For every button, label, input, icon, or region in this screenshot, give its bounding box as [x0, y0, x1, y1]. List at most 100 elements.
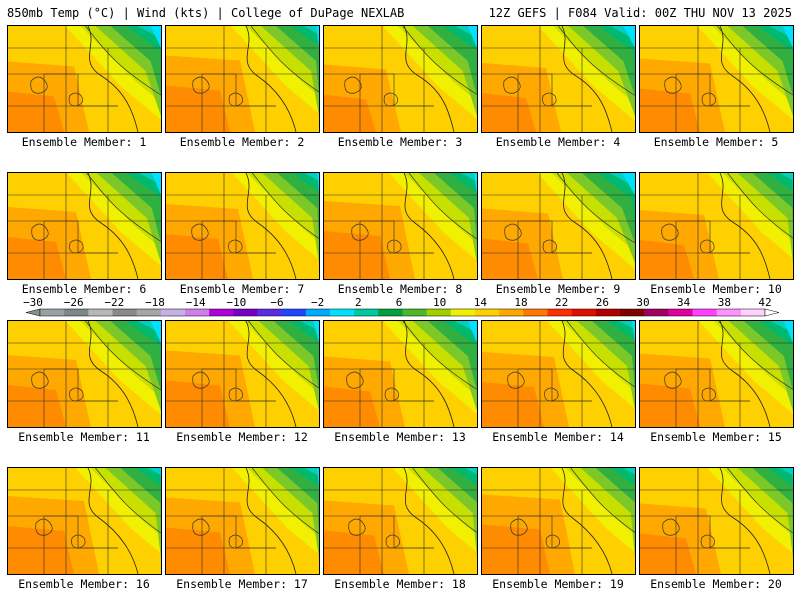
colorbar-tick-label: 38: [717, 296, 731, 309]
temperature-map: [482, 173, 635, 279]
temperature-map: [166, 26, 319, 132]
ensemble-member-label: Ensemble Member: 14: [492, 430, 624, 444]
ensemble-panel-19: [481, 467, 636, 575]
colorbar-segment: [571, 309, 597, 316]
ensemble-panel-20: [639, 467, 794, 575]
ensemble-panel-17: [165, 467, 320, 575]
temperature-map: [324, 173, 477, 279]
temperature-map: [324, 468, 477, 574]
colorbar-segment: [136, 309, 162, 316]
ensemble-panel-4: [481, 25, 636, 133]
ensemble-panel-13: [323, 320, 478, 428]
temperature-map: [8, 173, 161, 279]
ensemble-panel-14: [481, 320, 636, 428]
colorbar-segment: [716, 309, 742, 316]
ensemble-member-label: Ensemble Member: 4: [495, 135, 621, 149]
ensemble-panel-5: [639, 25, 794, 133]
temperature-map: [8, 321, 161, 427]
ensemble-panel-6: [7, 172, 162, 280]
ensemble-panel-16: [7, 467, 162, 575]
temperature-map: [640, 173, 793, 279]
colorbar-tick-label: 6: [395, 296, 403, 309]
colorbar-tick-label: −18: [145, 296, 165, 309]
colorbar-segment: [692, 309, 717, 316]
ensemble-member-label: Ensemble Member: 1: [21, 135, 147, 149]
temperature-map: [482, 468, 635, 574]
colorbar-segment: [209, 309, 234, 316]
ensemble-member-label: Ensemble Member: 8: [337, 282, 463, 296]
ensemble-member-label: Ensemble Member: 18: [334, 577, 466, 591]
colorbar-segment: [185, 309, 210, 316]
ensemble-member-label: Ensemble Member: 11: [18, 430, 150, 444]
ensemble-member-label: Ensemble Member: 10: [650, 282, 782, 296]
temperature-map: [324, 321, 477, 427]
colorbar-tick-label: −22: [104, 296, 125, 309]
temperature-map: [640, 468, 793, 574]
ensemble-panel-10: [639, 172, 794, 280]
ensemble-member-label: Ensemble Member: 3: [337, 135, 463, 149]
ensemble-member-label: Ensemble Member: 20: [650, 577, 782, 591]
colorbar-tick-label: −14: [185, 296, 206, 309]
colorbar-segment: [595, 309, 621, 316]
colorbar-segment: [547, 309, 572, 316]
ensemble-member-label: Ensemble Member: 13: [334, 430, 466, 444]
ensemble-panel-3: [323, 25, 478, 133]
ensemble-member-label: Ensemble Member: 7: [179, 282, 305, 296]
colorbar-segment: [644, 309, 669, 316]
map-title: 850mb Temp (°C) | Wind (kts) | College o…: [7, 6, 405, 20]
colorbar-tick-label: 18: [514, 296, 528, 309]
temperature-map: [166, 321, 319, 427]
colorbar-tick-label: 2: [355, 296, 362, 309]
colorbar-segment: [426, 309, 452, 316]
colorbar-tick-label: 30: [636, 296, 650, 309]
colorbar-tick-label: 14: [473, 296, 487, 309]
colorbar-segment: [257, 309, 282, 316]
colorbar-segment: [64, 309, 89, 316]
temperature-map: [640, 321, 793, 427]
colorbar-segment: [112, 309, 137, 316]
ensemble-member-label: Ensemble Member: 16: [18, 577, 150, 591]
temperature-map: [324, 26, 477, 132]
temperature-map: [8, 26, 161, 132]
colorbar-tick-label: 22: [555, 296, 569, 309]
ensemble-member-label: Ensemble Member: 15: [650, 430, 782, 444]
colorbar-segment: [40, 309, 65, 316]
colorbar-tick-label: 42: [758, 296, 772, 309]
colorbar-tick-label: 34: [677, 296, 691, 309]
temperature-map: [482, 26, 635, 132]
colorbar-segment: [402, 309, 427, 316]
colorbar-tick-label: 26: [595, 296, 609, 309]
ensemble-member-label: Ensemble Member: 12: [176, 430, 308, 444]
temperature-map: [166, 468, 319, 574]
colorbar-segment: [668, 309, 693, 316]
colorbar-tick-label: −6: [270, 296, 284, 309]
colorbar-segment: [233, 309, 258, 316]
ensemble-member-label: Ensemble Member: 17: [176, 577, 308, 591]
ensemble-member-label: Ensemble Member: 19: [492, 577, 624, 591]
model-run-info: 12Z GEFS | F084 Valid: 00Z THU NOV 13 20…: [488, 6, 792, 20]
colorbar-segment: [330, 309, 355, 316]
colorbar-segment: [620, 309, 645, 316]
ensemble-member-label: Ensemble Member: 6: [21, 282, 147, 296]
colorbar-segment: [499, 309, 524, 316]
ensemble-panel-15: [639, 320, 794, 428]
colorbar-segment: [378, 309, 403, 316]
ensemble-panel-8: [323, 172, 478, 280]
temperature-map: [166, 173, 319, 279]
ensemble-panel-11: [7, 320, 162, 428]
colorbar-tick-label: −10: [226, 296, 247, 309]
colorbar-segment: [281, 309, 307, 316]
colorbar-segment: [160, 309, 186, 316]
temperature-map: [8, 468, 161, 574]
colorbar-segment: [88, 309, 113, 316]
ensemble-panel-1: [7, 25, 162, 133]
colorbar-tick-label: −30: [23, 296, 43, 309]
colorbar-segment: [450, 309, 476, 316]
ensemble-panel-2: [165, 25, 320, 133]
colorbar-segment: [354, 309, 379, 316]
ensemble-panel-7: [165, 172, 320, 280]
colorbar-segment: [523, 309, 548, 316]
ensemble-member-label: Ensemble Member: 5: [653, 135, 779, 149]
ensemble-panel-9: [481, 172, 636, 280]
colorbar-tick-label: 10: [433, 296, 447, 309]
